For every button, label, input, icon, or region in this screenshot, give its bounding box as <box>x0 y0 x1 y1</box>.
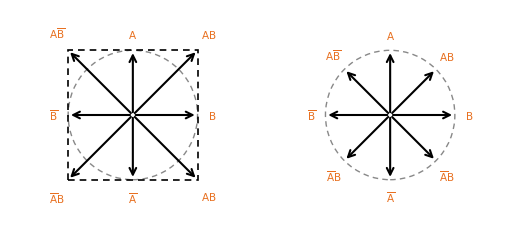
Text: $\overline{\mathrm{A}}$: $\overline{\mathrm{A}}$ <box>128 190 138 205</box>
Text: $\overline{\mathrm{B}}$: $\overline{\mathrm{B}}$ <box>49 108 58 123</box>
Text: $\overline{\mathrm{A}}$B: $\overline{\mathrm{A}}$B <box>50 190 65 205</box>
Text: $\overline{\mathrm{A}}$: $\overline{\mathrm{A}}$ <box>385 190 395 204</box>
Text: $\mathrm{A}$: $\mathrm{A}$ <box>128 29 138 41</box>
Text: $\mathrm{AB}$: $\mathrm{AB}$ <box>201 29 216 41</box>
Text: $\mathrm{B}$: $\mathrm{B}$ <box>208 109 217 122</box>
Text: $\mathrm{A}\overline{\mathrm{B}}$: $\mathrm{A}\overline{\mathrm{B}}$ <box>325 48 342 63</box>
Text: $\overline{\mathrm{A}}$B: $\overline{\mathrm{A}}$B <box>439 168 454 183</box>
Text: $\mathrm{A}$: $\mathrm{A}$ <box>385 30 395 41</box>
Text: $\mathrm{AB}$: $\mathrm{AB}$ <box>439 51 454 63</box>
Text: $\mathrm{AB}$: $\mathrm{AB}$ <box>201 190 216 202</box>
Text: $\overline{\mathrm{B}}$: $\overline{\mathrm{B}}$ <box>306 108 316 123</box>
Text: $\mathrm{B}$: $\mathrm{B}$ <box>464 109 473 122</box>
Text: $\mathrm{A}\overline{\mathrm{B}}$: $\mathrm{A}\overline{\mathrm{B}}$ <box>49 26 65 41</box>
Text: $\overline{\mathrm{A}}$B: $\overline{\mathrm{A}}$B <box>326 168 342 183</box>
